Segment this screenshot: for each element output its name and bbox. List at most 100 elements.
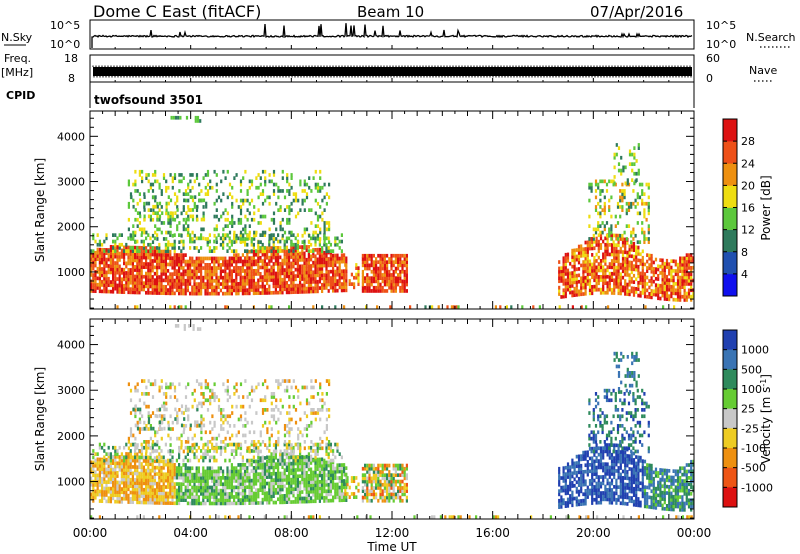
power-echo-cell (297, 240, 300, 244)
power-echo-cell (562, 259, 565, 264)
power-echo-cell (650, 260, 653, 264)
power-echo-cell (368, 253, 371, 258)
power-echo-cell (105, 248, 108, 252)
power-echo-cell (573, 290, 576, 294)
power-echo-cell (228, 266, 231, 270)
power-echo-cell (437, 305, 440, 309)
power-echo-cell (318, 254, 321, 258)
power-echo-cell (632, 293, 636, 297)
vel-echo-cell (138, 494, 141, 498)
power-echo-cell (123, 267, 126, 272)
power-echo-cell (224, 208, 227, 212)
power-echo-cell (193, 259, 196, 264)
power-echo-cell (118, 277, 121, 281)
vel-echo-cell (277, 497, 280, 502)
vel-echo-cell (329, 486, 332, 490)
power-echo-cell (301, 270, 304, 275)
vel-echo-cell (345, 479, 348, 483)
power-echo-cell (608, 233, 611, 238)
power-echo-cell (147, 255, 150, 260)
power-echo-cell (334, 256, 337, 261)
power-echo-cell (217, 266, 220, 270)
vel-echo-cell (268, 491, 271, 495)
vel-echo-cell (248, 478, 251, 483)
vel-echo-cell (105, 473, 108, 478)
vel-echo-cell (151, 481, 154, 486)
vel-echo-cell (112, 480, 115, 485)
power-echo-cell (637, 143, 640, 147)
power-echo-cell (246, 208, 249, 212)
power-echo-cell (244, 288, 247, 292)
vel-echo-cell (219, 492, 222, 496)
power-echo-cell (123, 258, 126, 262)
vel-echo-cell (160, 494, 163, 499)
power-echo-cell (266, 249, 269, 254)
vel-echo-cell (285, 477, 288, 482)
vel-echo-cell (239, 501, 242, 506)
power-echo-cell (613, 246, 616, 251)
power-echo-cell (558, 285, 561, 290)
power-echo-cell (299, 286, 302, 291)
power-echo-cell (633, 152, 636, 157)
power-echo-cell (228, 192, 232, 196)
power-echo-cell (186, 262, 189, 267)
power-echo-cell (222, 269, 225, 274)
power-echo-cell (617, 259, 620, 264)
vel-echo-cell (213, 488, 216, 493)
vel-echo-cell (134, 490, 137, 495)
power-echo-cell (334, 236, 337, 241)
power-echo-cell (252, 262, 255, 267)
power-echo-cell (624, 263, 627, 267)
power-echo-cell (624, 237, 627, 242)
power-echo-cell (274, 281, 277, 285)
vel-echo-cell (142, 491, 145, 495)
power-echo-cell (676, 288, 680, 293)
vel-echo-cell (184, 466, 187, 470)
vel-echo-cell (145, 459, 148, 463)
vel-echo-cell (197, 482, 200, 487)
vel-echo-cell (107, 454, 110, 459)
power-echo-cell (292, 251, 295, 256)
power-echo-cell (131, 284, 134, 288)
power-echo-cell (290, 230, 293, 235)
power-echo-cell (127, 217, 130, 222)
power-echo-cell (623, 230, 626, 235)
power-echo-cell (257, 240, 260, 244)
power-echo-cell (182, 256, 185, 261)
vel-echo-cell (112, 445, 115, 450)
power-echo-cell (325, 246, 328, 250)
power-echo-cell (145, 284, 148, 289)
vel-echo-cell (101, 483, 104, 487)
power-y-axis-label: Slant Range [km] (33, 158, 47, 262)
power-echo-cell (134, 277, 137, 282)
vel-echo-cell (184, 485, 187, 490)
power-colorbar-tick-label: 24 (741, 157, 755, 170)
vel-echo-cell (169, 472, 172, 477)
power-echo-cell (403, 273, 406, 277)
power-echo-cell (312, 273, 315, 278)
power-echo-cell (334, 269, 337, 274)
power-echo-cell (231, 214, 234, 219)
power-echo-cell (268, 262, 271, 266)
power-echo-cell (156, 291, 159, 295)
power-echo-cell (142, 255, 145, 260)
vel-echo-cell (118, 461, 121, 466)
power-echo-cell (138, 192, 141, 196)
power-echo-cell (665, 297, 669, 301)
vel-echo-cell (224, 482, 227, 487)
vel-echo-cell (250, 494, 253, 499)
vel-echo-cell (241, 475, 244, 480)
power-echo-cell (171, 185, 174, 190)
power-echo-cell (222, 192, 225, 196)
power-echo-cell (288, 264, 291, 269)
power-echo-cell (646, 275, 649, 280)
power-echo-cell (560, 279, 563, 283)
power-echo-cell (566, 252, 570, 257)
power-echo-cell (312, 276, 315, 281)
vel-echo-cell (288, 474, 291, 479)
power-echo-cell (202, 176, 205, 180)
vel-echo-cell (151, 468, 154, 473)
power-echo-cell (237, 291, 240, 296)
vel-echo-cell (318, 480, 321, 484)
power-echo-cell (215, 288, 218, 293)
